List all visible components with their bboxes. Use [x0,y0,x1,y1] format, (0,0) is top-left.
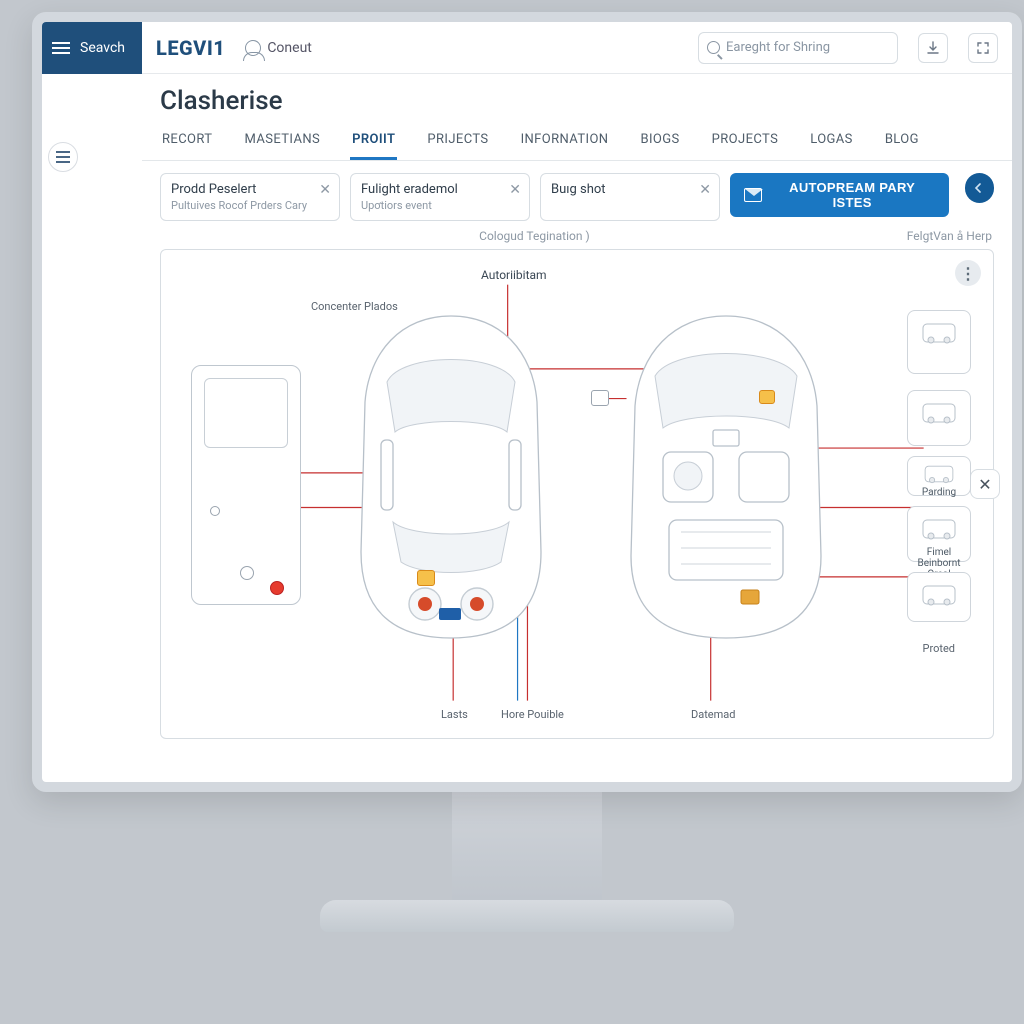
top-bar: LEGVI1 Coneut Eareght for Shring [142,22,1012,74]
connector-icon [591,390,609,406]
label-proted: Proted [923,642,955,655]
meta-row: Cologud Tegination ) FelgtVan å Herp [142,227,1012,249]
cta-label: AUTOPREAM PARY ISTES [770,180,935,210]
prev-page-button[interactable] [965,173,994,203]
filter-chip-2[interactable]: Buıg shot✕ [540,173,720,221]
more-icon[interactable]: ⋮ [955,260,981,286]
menu-icon[interactable] [52,42,70,54]
tab-bar: RECORT MASETIANS PROIIT PRIJECTS INFORNATION… [142,122,1012,161]
chip-close-icon[interactable]: ✕ [699,182,711,198]
diagnostic-device [191,365,301,605]
download-icon[interactable] [918,33,948,63]
module-card-2[interactable] [907,572,971,622]
tab-4[interactable]: INFORNATION [519,122,611,160]
parding-card[interactable]: Parding [907,456,971,496]
tab-8[interactable]: BLOG [883,122,921,160]
vehicle-front-card[interactable] [907,310,971,374]
tab-5[interactable]: BIOGS [638,122,681,160]
label-lasts: Lasts [441,708,468,721]
global-search[interactable]: Eareght for Shring [698,32,898,64]
diagram-area: ⋮ Autoriibitam Concenter Plados Barding … [160,249,994,739]
account-label: Coneut [267,40,312,56]
tab-7[interactable]: LOGAS [808,122,855,160]
diagram-canvas[interactable]: ⋮ Autoriibitam Concenter Plados Barding … [160,249,994,739]
autopream-button[interactable]: AUTOPREAM PARY ISTES [730,173,949,217]
label-datemad: Datemad [691,708,735,721]
sensor-icon [417,570,435,586]
search-icon [707,41,720,54]
meta-center: Cologud Tegination ) [479,229,590,243]
meta-right[interactable]: FelgtVan å Herp [907,229,992,243]
search-placeholder: Eareght for Shring [726,40,830,55]
filter-chip-0[interactable]: Prodd PeselertPultuives Rocof Prders Car… [160,173,340,221]
expand-icon[interactable] [968,33,998,63]
account-chip[interactable]: Coneut [245,40,312,56]
tab-0[interactable]: RECORT [160,122,214,160]
sidebar-header: Seavch [42,22,142,74]
page-title: Clasherise [142,74,1012,122]
chip-close-icon[interactable]: ✕ [319,182,331,198]
chip-close-icon[interactable]: ✕ [509,182,521,198]
vehicle-interior [621,312,831,642]
module-card-1[interactable] [907,390,971,446]
label-hore: Hore Pouible [501,708,564,721]
filter-chip-1[interactable]: Fulight erademolUpơtiors event✕ [350,173,530,221]
sidebar-search-label[interactable]: Seavch [80,40,125,56]
content-area: Clasherise RECORT MASETIANS PROIIT PRIJECTS… [142,74,1012,782]
tab-6[interactable]: PROJECTS [710,122,781,160]
vehicle-exterior [351,312,551,642]
fimel-card[interactable]: Fimel Beinbornt Oreal (Kkiderːaa) [907,506,971,562]
user-icon [245,40,261,56]
tab-1[interactable]: MASETIANS [242,122,322,160]
filter-chip-row: Prodd PeselertPultuives Rocof Prders Car… [142,161,1012,227]
app-logo[interactable]: LEGVI1 [156,36,225,60]
sidebar-collapse-button[interactable] [48,142,78,172]
tab-2[interactable]: PROIIT [350,122,397,160]
app-window: Seavch LEGVI1 Coneut Eareght for Shring … [32,12,1022,792]
tab-3[interactable]: PRIJECTS [425,122,490,160]
connector-icon-2 [759,390,775,404]
mail-icon [744,188,762,202]
diagram-title: Autoriibitam [481,268,547,282]
